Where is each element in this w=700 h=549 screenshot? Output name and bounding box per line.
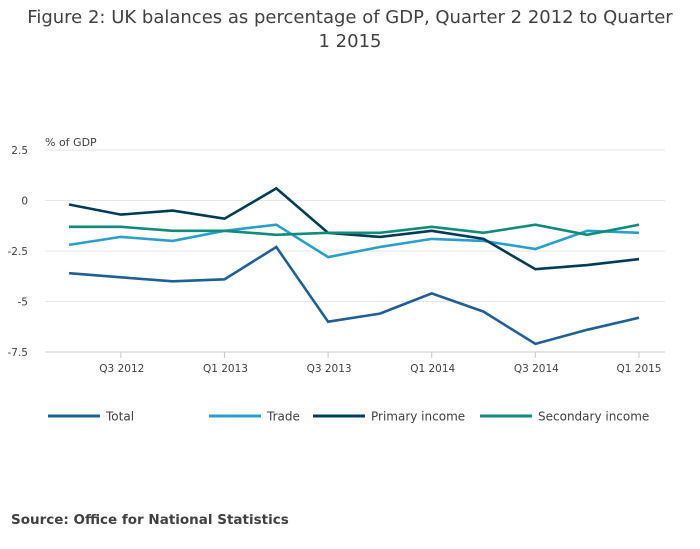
legend-item-secondary-income[interactable]: Secondary income bbox=[480, 410, 649, 424]
legend-label: Primary income bbox=[371, 410, 465, 424]
series-line-total[interactable] bbox=[68, 245, 640, 346]
series-line-trade[interactable] bbox=[68, 223, 640, 259]
source-note: Source: Office for National Statistics bbox=[11, 512, 289, 528]
legend-item-primary-income[interactable]: Primary income bbox=[313, 410, 465, 424]
series-line-secondary-income[interactable] bbox=[69, 223, 640, 237]
y-tick-label: 0 bbox=[21, 196, 28, 208]
x-tick-label: Q1 2014 bbox=[410, 363, 455, 375]
y-tick-label: -5 bbox=[18, 297, 28, 309]
legend-label: Trade bbox=[266, 410, 300, 424]
y-axis-label: % of GDP bbox=[45, 136, 97, 149]
y-tick-label: 2.5 bbox=[11, 145, 28, 157]
legend-label: Secondary income bbox=[538, 410, 649, 424]
x-tick-label: Q1 2015 bbox=[616, 363, 661, 375]
legend-item-trade[interactable]: Trade bbox=[209, 410, 300, 424]
x-tick-label: Q1 2013 bbox=[203, 363, 248, 375]
x-tick-label: Q3 2013 bbox=[307, 363, 352, 375]
y-tick-label: -7.5 bbox=[8, 347, 29, 359]
legend-item-total[interactable]: Total bbox=[48, 410, 134, 424]
chart-title: Figure 2: UK balances as percentage of G… bbox=[27, 7, 673, 52]
y-tick-label: -2.5 bbox=[8, 246, 29, 258]
x-tick-label: Q3 2014 bbox=[514, 363, 559, 375]
series-line-primary-income[interactable] bbox=[68, 186, 640, 271]
x-tick-label: Q3 2012 bbox=[99, 363, 144, 375]
legend-label: Total bbox=[105, 410, 134, 424]
